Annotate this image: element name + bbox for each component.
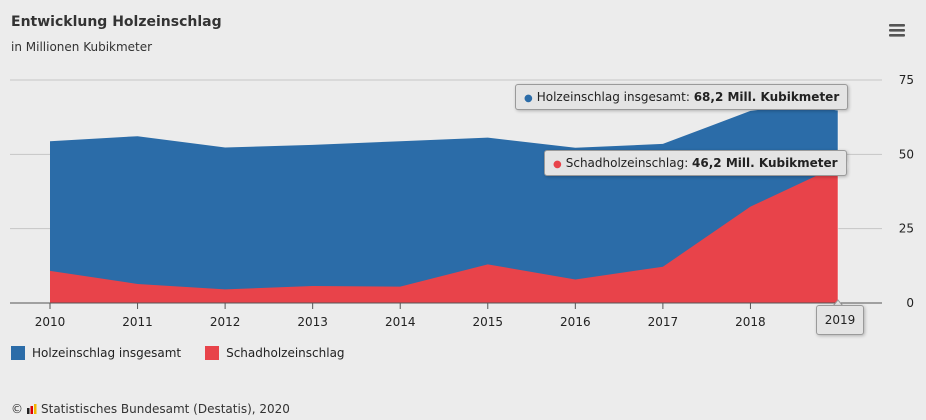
- legend: Holzeinschlag insgesamt Schadholzeinschl…: [11, 346, 345, 360]
- y-tick-label: 75: [899, 73, 914, 87]
- x-tick-label: 2012: [210, 315, 241, 329]
- legend-label-total: Holzeinschlag insgesamt: [32, 346, 182, 360]
- tooltip-damage: ● Schadholzeinschlag: 46,2 Mill. Kubikmet…: [544, 150, 847, 176]
- tooltip-total-dot-icon: ●: [524, 93, 533, 104]
- chart-subtitle: in Millionen Kubikmeter: [11, 40, 153, 54]
- x-tick-label: 2018: [735, 315, 766, 329]
- area-schadholzeinschlag: [50, 165, 838, 303]
- y-axis: 0 25 50 75: [899, 73, 914, 310]
- x-tick-label: 2017: [648, 315, 679, 329]
- x-tick-label: 2013: [297, 315, 328, 329]
- legend-swatch-damage: [205, 346, 220, 360]
- legend-item-total[interactable]: Holzeinschlag insgesamt: [11, 346, 181, 360]
- destatis-logo-icon: [27, 404, 37, 414]
- legend-label-damage: Schadholzeinschlag: [226, 346, 345, 360]
- legend-item-damage[interactable]: Schadholzeinschlag: [205, 346, 345, 360]
- y-tick-label: 50: [899, 147, 914, 161]
- tooltip-damage-label: Schadholzeinschlag:: [565, 156, 693, 170]
- y-tick-label: 25: [899, 222, 914, 236]
- hamburger-menu-icon[interactable]: [886, 20, 910, 40]
- tooltip-damage-value: 46,2 Mill. Kubikmeter: [692, 156, 838, 170]
- chart-areas: [50, 100, 838, 304]
- tooltip-total-label: Holzeinschlag insgesamt:: [536, 90, 694, 104]
- source-text: Statistisches Bundesamt (Destatis), 2020: [41, 402, 290, 416]
- tooltip-total: ● Holzeinschlag insgesamt: 68,2 Mill. Kub…: [515, 84, 849, 110]
- tooltip-year: 2019: [816, 305, 864, 335]
- source-credit: © Statistisches Bundesamt (Destatis), 20…: [11, 402, 290, 416]
- x-tick-label: 2011: [122, 315, 153, 329]
- x-tick-label: 2015: [473, 315, 504, 329]
- x-tick-label: 2014: [385, 315, 416, 329]
- chart-title: Entwicklung Holzeinschlag: [11, 14, 222, 30]
- x-axis: 2010 2011 2012 2013 2014 2015 2016 2017 2018: [10, 302, 882, 329]
- x-tick-label: 2016: [560, 315, 591, 329]
- y-tick-label: 0: [906, 296, 914, 310]
- x-tick-label: 2010: [35, 315, 66, 329]
- tooltip-total-value: 68,2 Mill. Kubikmeter: [693, 90, 840, 104]
- tooltip-damage-dot-icon: ●: [553, 159, 562, 170]
- copyright-symbol: ©: [11, 402, 23, 416]
- legend-swatch-total: [11, 346, 25, 360]
